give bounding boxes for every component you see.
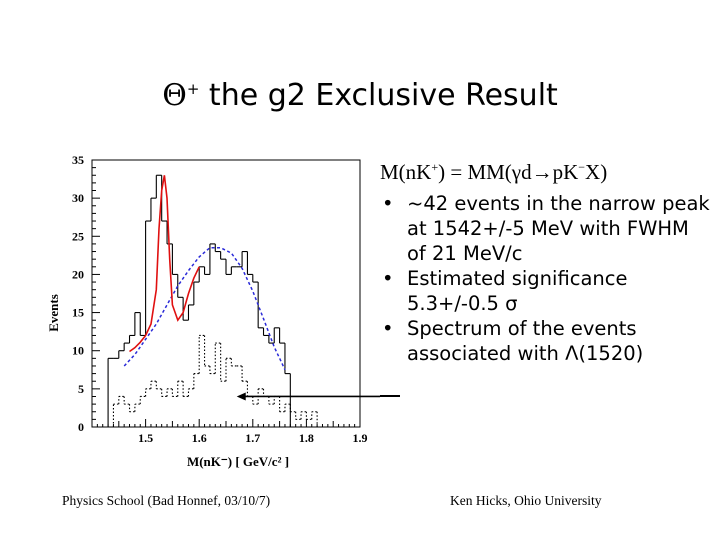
y-tick-label: 20 <box>72 267 84 281</box>
y-tick-label: 30 <box>72 191 84 205</box>
x-axis-label: M(nK⁻) [ GeV/c² ] <box>187 454 289 469</box>
bullet-icon: • <box>382 267 394 290</box>
x-tick-label: 1.5 <box>138 431 153 445</box>
y-tick-label: 35 <box>72 153 84 167</box>
y-tick-label: 15 <box>72 306 84 320</box>
plot-frame <box>91 159 361 428</box>
bullet-icon: • <box>382 317 394 340</box>
footer-left: Physics School (Bad Honnef, 03/10/7) <box>62 493 271 508</box>
x-tick-label: 1.8 <box>299 431 314 445</box>
bullet-item: • Spectrum of the events associated with … <box>382 317 644 365</box>
y-tick-label: 0 <box>78 420 84 434</box>
theta-symbol: Θ <box>162 78 187 113</box>
arrow-symbol: → <box>531 160 553 184</box>
main-histogram <box>107 174 291 427</box>
result-notes: M(nK+) = MM(γd→pK−X) • ~42 events in the … <box>378 160 713 366</box>
slide-title: Θ+ the g2 Exclusive Result <box>0 78 720 113</box>
bullet-icon: • <box>382 192 394 215</box>
y-tick-label: 25 <box>72 229 84 243</box>
peak-fit-curve <box>129 175 200 353</box>
bullet-list: • ~42 events in the narrow peak at 1542+/… <box>378 191 713 366</box>
title-text: the g2 Exclusive Result <box>199 78 558 113</box>
annotation-arrow-tail <box>380 395 400 397</box>
y-axis-label: Events <box>46 294 61 332</box>
footer-right: Ken Hicks, Ohio University <box>450 493 602 508</box>
lambda1520-histogram <box>112 334 318 427</box>
x-tick-label: 1.7 <box>245 431 260 445</box>
missing-mass-formula: M(nK+) = MM(γd→pK−X) <box>380 160 608 184</box>
y-tick-label: 5 <box>78 382 84 396</box>
background-fit-curve <box>123 246 286 371</box>
y-tick-label: 10 <box>72 344 84 358</box>
bullet-item: • ~42 events in the narrow peak at 1542+/… <box>382 192 710 265</box>
x-tick-label: 1.9 <box>353 431 368 445</box>
theta-charge: + <box>186 80 200 98</box>
x-tick-label: 1.6 <box>192 431 207 445</box>
mass-spectrum-chart: 0 5 10 15 20 25 30 35 1.5 1.6 1.7 1.8 1.9 Events M(n… <box>46 153 380 469</box>
bullet-item: • Estimated significance 5.3+/-0.5 σ <box>382 267 628 315</box>
annotation-arrowhead <box>236 392 246 401</box>
